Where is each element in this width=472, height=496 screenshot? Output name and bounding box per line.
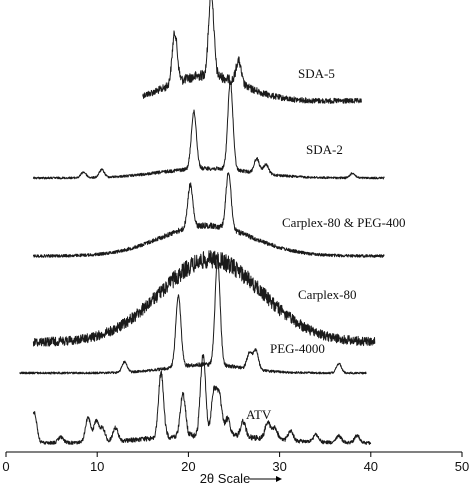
series-labels: SDA-5 SDA-2 Carplex-80 & PEG-400 Carplex-80… (246, 66, 405, 422)
series-trace-atv (32, 354, 372, 445)
series-trace-carplex-80-peg-400 (32, 172, 385, 258)
x-tick-label: 0 (2, 459, 9, 474)
series-traces (19, 0, 385, 445)
x-tick-label: 50 (455, 459, 469, 474)
x-axis: 0 10 20 30 40 50 (2, 451, 469, 474)
series-trace-peg-4000 (19, 258, 367, 375)
series-label: SDA-5 (298, 66, 335, 81)
series-label: PEG-4000 (270, 341, 325, 356)
series-trace-sda-2 (32, 81, 385, 180)
series-label: Carplex-80 (298, 287, 356, 302)
series-trace-sda-5 (142, 0, 362, 104)
x-axis-arrow (250, 476, 282, 482)
x-tick-label: 10 (90, 459, 104, 474)
series-label: Carplex-80 & PEG-400 (282, 215, 405, 230)
x-axis-label: 2θ Scale (200, 471, 251, 486)
x-tick-label: 20 (181, 459, 195, 474)
series-label: ATV (246, 407, 272, 422)
series-trace-carplex-80 (32, 250, 376, 347)
x-tick-label: 30 (272, 459, 286, 474)
x-tick-label: 40 (364, 459, 378, 474)
series-label: SDA-2 (306, 142, 343, 157)
